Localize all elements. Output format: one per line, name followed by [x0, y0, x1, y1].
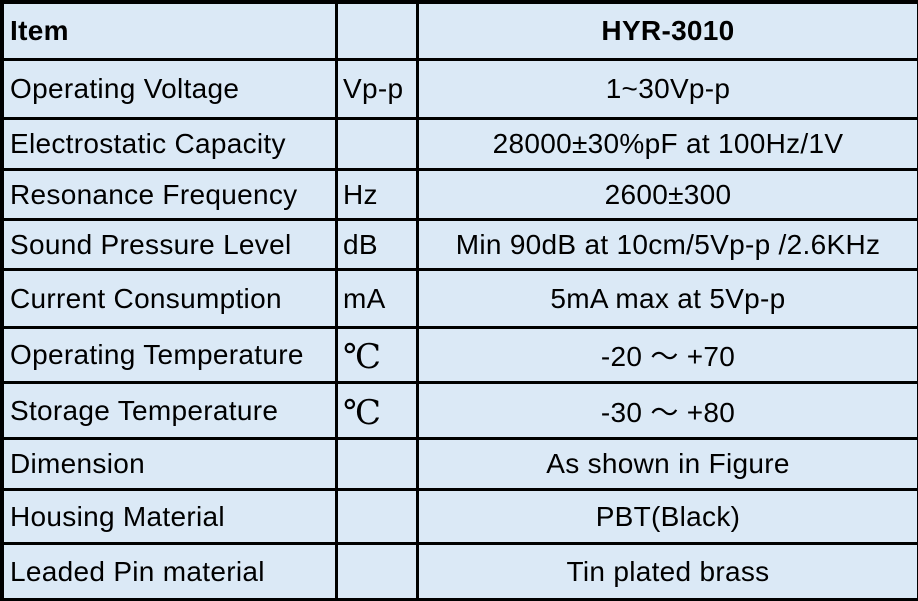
row-unit: ℃: [337, 383, 418, 439]
row-item: Storage Temperature: [3, 383, 337, 439]
row-value: Tin plated brass: [418, 544, 918, 600]
row-value: As shown in Figure: [418, 439, 918, 490]
row-unit: mA: [337, 270, 418, 328]
table-row: Storage Temperature ℃ -30 ～ +80: [3, 383, 918, 439]
row-value: 1~30Vp-p: [418, 60, 918, 119]
row-value: Min 90dB at 10cm/5Vp-p /2.6KHz: [418, 220, 918, 270]
row-unit: Vp-p: [337, 60, 418, 119]
table-row: Resonance Frequency Hz 2600±300: [3, 170, 918, 220]
table-row: Sound Pressure Level dB Min 90dB at 10cm…: [3, 220, 918, 270]
row-item: Operating Temperature: [3, 328, 337, 383]
table-row: Operating Voltage Vp-p 1~30Vp-p: [3, 60, 918, 119]
row-unit: [337, 439, 418, 490]
row-unit: Hz: [337, 170, 418, 220]
table-row: Electrostatic Capacity 28000±30%pF at 10…: [3, 119, 918, 170]
row-item: Dimension: [3, 439, 337, 490]
row-value: 28000±30%pF at 100Hz/1V: [418, 119, 918, 170]
celsius-symbol: ℃: [343, 393, 381, 433]
row-value: 5mA max at 5Vp-p: [418, 270, 918, 328]
table-row: Current Consumption mA 5mA max at 5Vp-p: [3, 270, 918, 328]
header-item: Item: [3, 3, 337, 60]
row-item: Electrostatic Capacity: [3, 119, 337, 170]
row-value: PBT(Black): [418, 490, 918, 544]
table-header-row: Item HYR-3010: [3, 3, 918, 60]
row-unit: [337, 119, 418, 170]
header-model: HYR-3010: [418, 3, 918, 60]
row-value: -30 ～ +80: [418, 383, 918, 439]
row-unit: [337, 490, 418, 544]
row-value: 2600±300: [418, 170, 918, 220]
row-item: Sound Pressure Level: [3, 220, 337, 270]
row-item: Housing Material: [3, 490, 337, 544]
table-row: Dimension As shown in Figure: [3, 439, 918, 490]
row-unit: dB: [337, 220, 418, 270]
row-item: Operating Voltage: [3, 60, 337, 119]
row-unit: [337, 544, 418, 600]
row-item: Leaded Pin material: [3, 544, 337, 600]
table-row: Operating Temperature ℃ -20 ～ +70: [3, 328, 918, 383]
row-unit: ℃: [337, 328, 418, 383]
celsius-symbol: ℃: [343, 337, 381, 377]
row-item: Current Consumption: [3, 270, 337, 328]
table-row: Leaded Pin material Tin plated brass: [3, 544, 918, 600]
row-value: -20 ～ +70: [418, 328, 918, 383]
header-unit: [337, 3, 418, 60]
row-item: Resonance Frequency: [3, 170, 337, 220]
table-row: Housing Material PBT(Black): [3, 490, 918, 544]
